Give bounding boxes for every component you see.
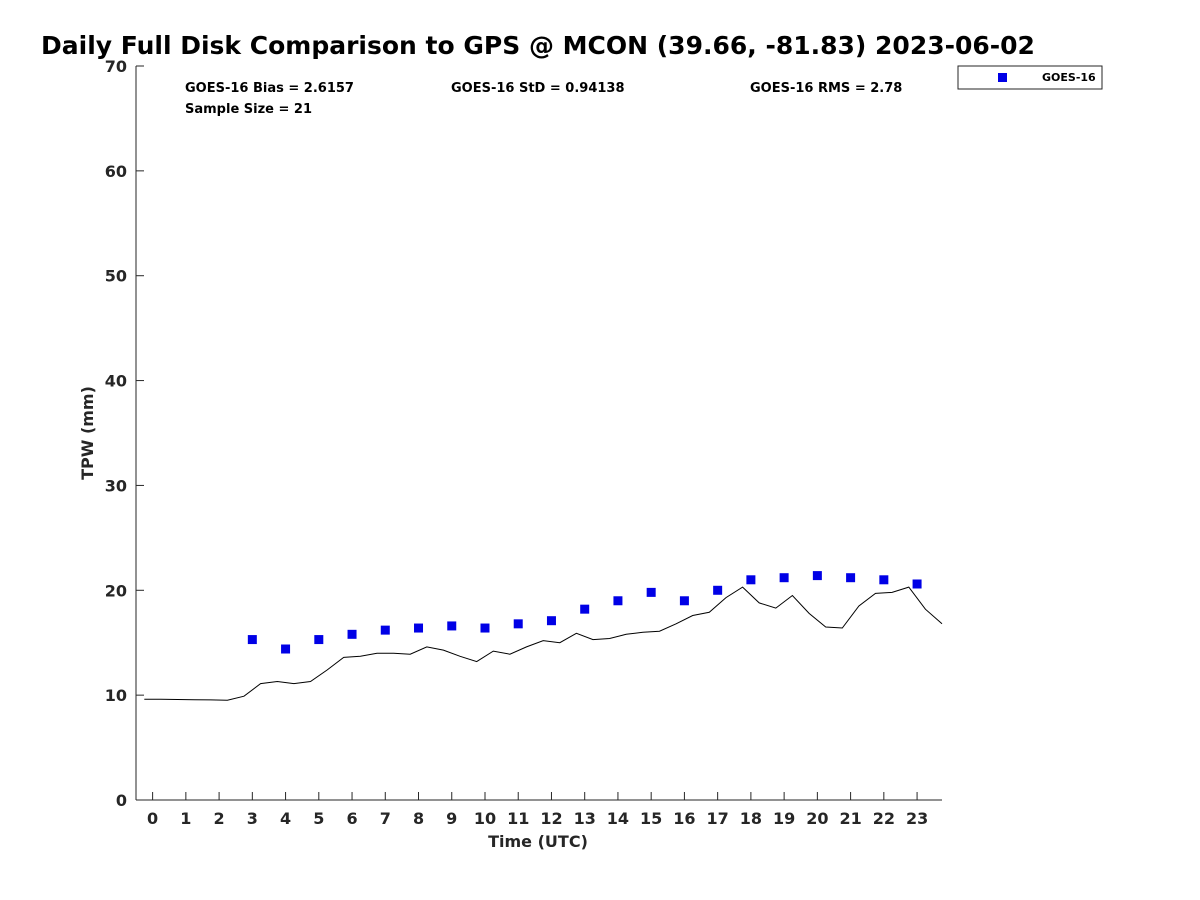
y-tick-label: 30 xyxy=(105,476,127,495)
goes-16-point xyxy=(480,623,490,633)
goes-16-point xyxy=(580,604,590,614)
x-tick-label: 1 xyxy=(180,809,191,828)
x-tick-label: 15 xyxy=(640,809,662,828)
x-tick-label: 12 xyxy=(540,809,562,828)
y-tick-label: 60 xyxy=(105,162,127,181)
x-tick-label: 0 xyxy=(147,809,158,828)
x-axis-label: Time (UTC) xyxy=(488,832,588,851)
goes-16-point xyxy=(314,635,324,645)
x-tick-label: 13 xyxy=(574,809,596,828)
goes-16-point xyxy=(679,596,689,606)
x-tick-label: 17 xyxy=(707,809,729,828)
y-tick-label: 40 xyxy=(105,372,127,391)
goes-16-point xyxy=(846,573,856,583)
x-tick-label: 23 xyxy=(906,809,928,828)
goes-16-point xyxy=(879,575,889,585)
y-tick-label: 70 xyxy=(105,57,127,76)
goes-16-point xyxy=(347,629,357,639)
series-line xyxy=(144,586,943,701)
x-tick-label: 11 xyxy=(507,809,529,828)
x-tick-label: 5 xyxy=(313,809,324,828)
chart-title: Daily Full Disk Comparison to GPS @ MCON… xyxy=(41,31,1035,60)
legend: GOES-16 xyxy=(957,65,1103,90)
x-tick-label: 2 xyxy=(214,809,225,828)
y-ticks: 0 10 20 30 40 50 60 70 xyxy=(105,57,144,810)
legend-label: GOES-16 xyxy=(1042,71,1096,84)
sample-size-stat: Sample Size = 21 xyxy=(185,102,312,117)
legend-box xyxy=(957,65,1103,90)
goes-16-point xyxy=(247,635,257,645)
x-tick-label: 6 xyxy=(346,809,357,828)
y-tick-label: 10 xyxy=(105,686,127,705)
x-tick-label: 22 xyxy=(873,809,895,828)
goes-16-point xyxy=(513,619,523,629)
x-tick-label: 18 xyxy=(740,809,762,828)
x-tick-label: 16 xyxy=(673,809,695,828)
goes-16-point xyxy=(414,623,424,633)
std-stat: GOES-16 StD = 0.94138 xyxy=(451,81,625,96)
x-tick-label: 20 xyxy=(806,809,828,828)
goes-16-point xyxy=(380,625,390,635)
y-tick-label: 0 xyxy=(116,791,127,810)
x-ticks: 0 1 2 3 4 5 6 7 8 9 10 11 12 13 14 15 16 17 18 19 20 21 22 23 xyxy=(147,792,928,828)
gps-line xyxy=(144,586,943,701)
goes-16-point xyxy=(281,644,291,654)
goes-16-point xyxy=(912,579,922,589)
goes-16-point xyxy=(646,587,656,597)
y-tick-label: 50 xyxy=(105,267,127,286)
goes-16-point xyxy=(812,571,822,581)
x-tick-label: 10 xyxy=(474,809,496,828)
goes-16-point xyxy=(613,596,623,606)
x-tick-label: 21 xyxy=(839,809,861,828)
series-markers xyxy=(247,571,922,654)
rms-stat: GOES-16 RMS = 2.78 xyxy=(750,81,902,96)
x-tick-label: 4 xyxy=(280,809,291,828)
goes-16-point xyxy=(447,621,457,631)
bias-stat: GOES-16 Bias = 2.6157 xyxy=(185,81,354,96)
x-tick-label: 3 xyxy=(247,809,258,828)
x-tick-label: 7 xyxy=(380,809,391,828)
x-tick-label: 8 xyxy=(413,809,424,828)
y-tick-label: 20 xyxy=(105,581,127,600)
goes-16-point xyxy=(779,573,789,583)
legend-marker xyxy=(998,73,1007,82)
goes-16-point xyxy=(546,616,556,626)
goes-16-point xyxy=(746,575,756,585)
x-tick-label: 14 xyxy=(607,809,629,828)
goes-16-point xyxy=(713,585,723,595)
x-tick-label: 9 xyxy=(446,809,457,828)
x-tick-label: 19 xyxy=(773,809,795,828)
y-axis-label: TPW (mm) xyxy=(78,386,97,480)
